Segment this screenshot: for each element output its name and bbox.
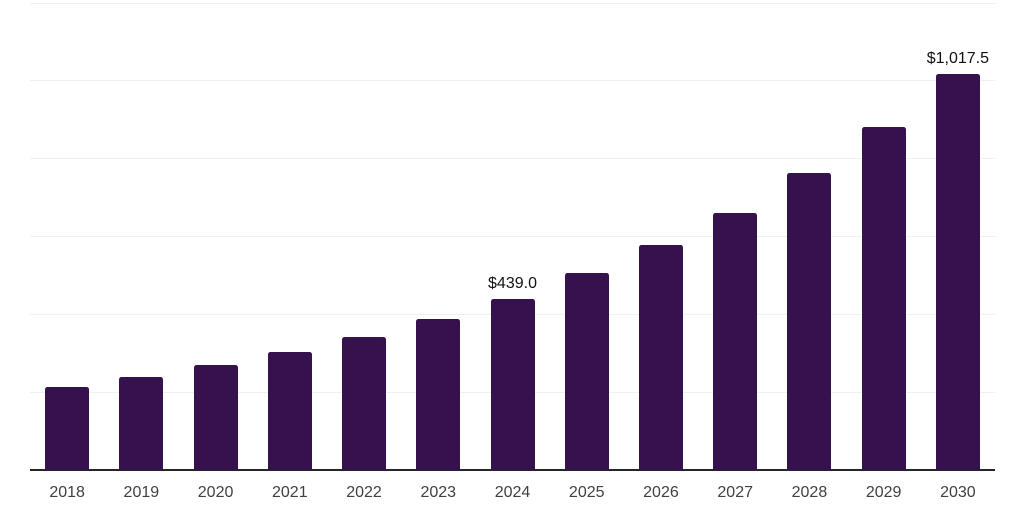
bar-2023: [416, 318, 461, 470]
gridline-1200: [30, 2, 995, 4]
gridline-1000: [30, 80, 995, 82]
data-label-2030: $1,017.5: [926, 50, 990, 68]
data-label-2024: $439.0: [488, 275, 537, 293]
x-tick-2024: 2024: [494, 484, 531, 501]
bar-2027: [713, 212, 758, 470]
bar-2018: [45, 387, 90, 470]
gridline-600: [30, 236, 995, 238]
bar-2024: [490, 298, 535, 470]
x-tick-2020: 2020: [197, 484, 234, 501]
x-tick-2021: 2021: [272, 484, 308, 501]
x-axis-line: [30, 469, 995, 471]
bar-2025: [564, 273, 609, 470]
x-tick-2026: 2026: [643, 484, 679, 501]
x-tick-2023: 2023: [420, 484, 457, 501]
x-tick-2030: 2030: [940, 484, 976, 501]
x-tick-2027: 2027: [717, 484, 753, 501]
bar-2026: [638, 245, 683, 470]
x-tick-2029: 2029: [865, 484, 902, 501]
gridline-800: [30, 158, 995, 160]
bar-2019: [119, 376, 164, 470]
bar-2020: [193, 365, 238, 470]
bar-2022: [342, 337, 387, 470]
x-tick-2028: 2028: [791, 484, 828, 501]
bar-2028: [787, 173, 832, 470]
x-tick-2018: 2018: [49, 484, 85, 501]
bar-2021: [267, 351, 312, 470]
bar-2029: [861, 127, 906, 470]
x-tick-2025: 2025: [568, 484, 605, 501]
x-tick-2022: 2022: [346, 484, 382, 501]
x-tick-2019: 2019: [123, 484, 160, 501]
bar-2030: [935, 73, 980, 470]
